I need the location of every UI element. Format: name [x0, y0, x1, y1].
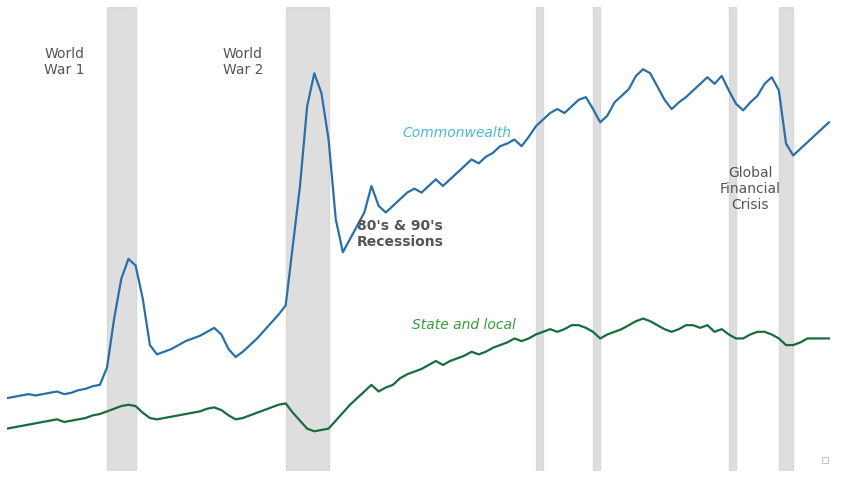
Text: Commonwealth: Commonwealth: [403, 126, 512, 140]
Text: State and local: State and local: [412, 318, 516, 332]
Text: World
War 1: World War 1: [44, 47, 84, 77]
Text: World
War 2: World War 2: [223, 47, 263, 77]
Bar: [593, 7, 600, 471]
Text: 80's & 90's
Recessions: 80's & 90's Recessions: [357, 219, 443, 250]
Bar: [729, 7, 736, 471]
Text: Global
Financial
Crisis: Global Financial Crisis: [720, 166, 781, 212]
Bar: [536, 7, 543, 471]
Bar: [286, 7, 329, 471]
Bar: [779, 7, 793, 471]
Bar: [107, 7, 136, 471]
